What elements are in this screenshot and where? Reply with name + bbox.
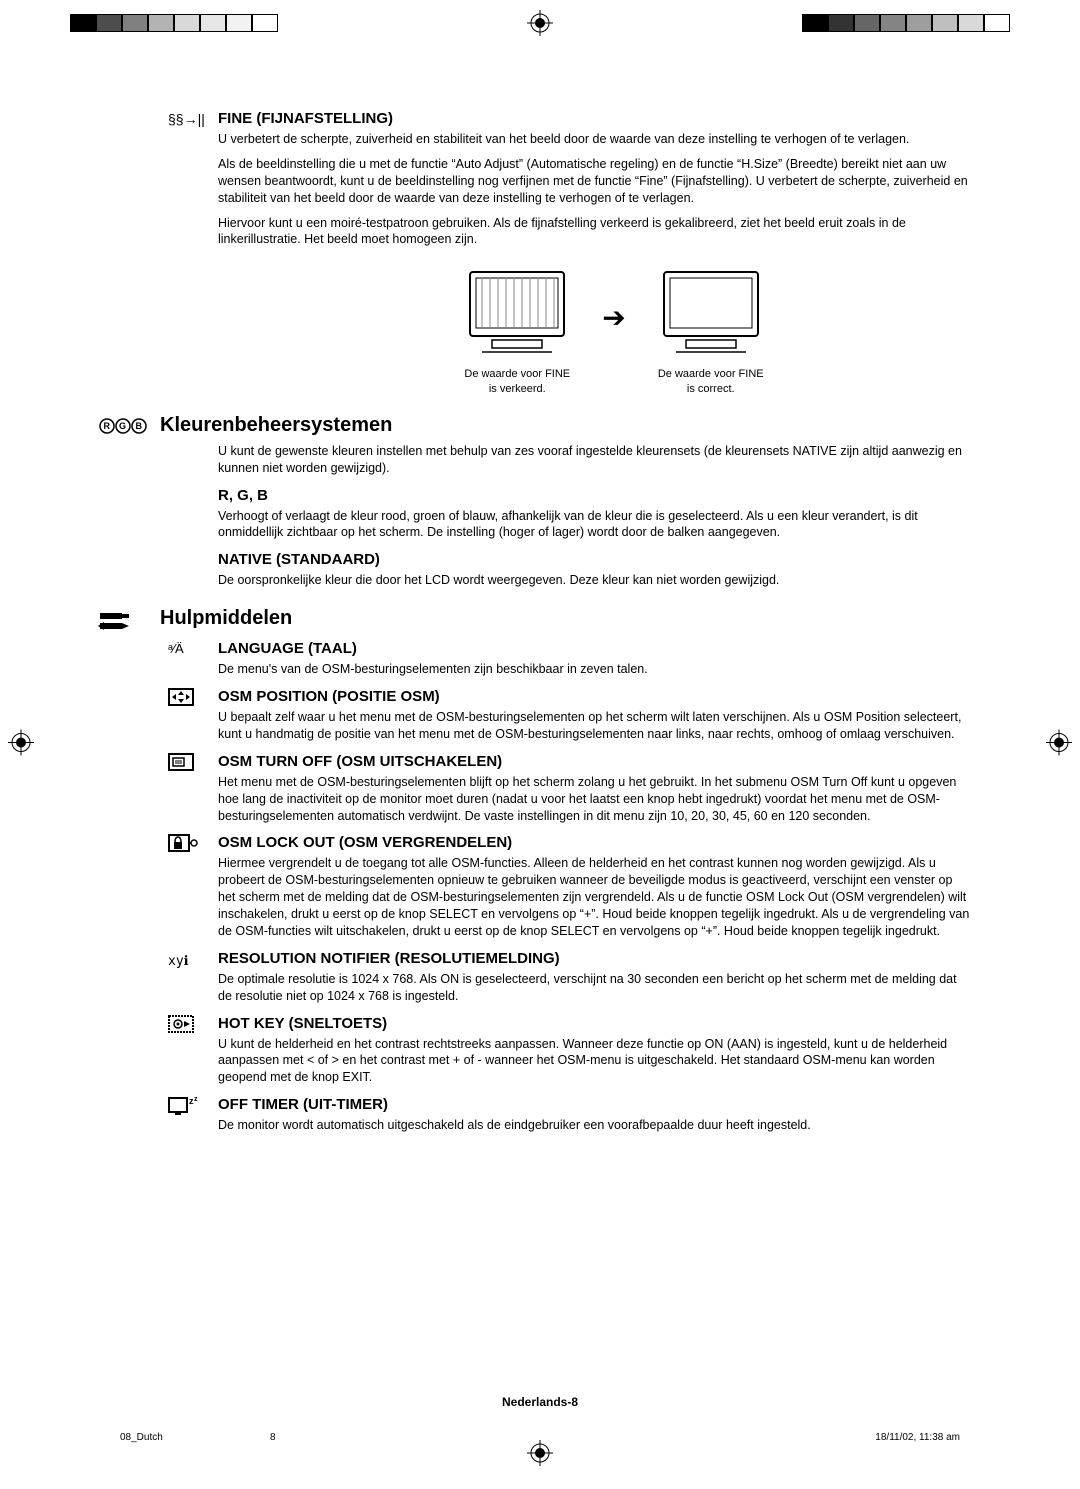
- svg-text:R: R: [104, 421, 111, 431]
- language-icon: ᵃ⁄Ä: [168, 640, 208, 663]
- osm-turnoff-icon: [168, 753, 208, 776]
- resolution-heading: RESOLUTION NOTIFIER (RESOLUTIEMELDING): [218, 950, 1010, 967]
- monitor-wrong: De waarde voor FINE is verkeerd.: [462, 268, 572, 396]
- osm-lockout-heading: OSM LOCK OUT (OSM VERGRENDELEN): [218, 834, 1010, 851]
- native-text: De oorspronkelijke kleur die door het LC…: [218, 572, 970, 589]
- osm-lockout-icon: [168, 834, 208, 857]
- rgb-heading: R, G, B: [218, 487, 1010, 504]
- footer-meta-mid: 8: [270, 1432, 276, 1443]
- footer-meta-right: 18/11/02, 11:38 am: [875, 1432, 960, 1443]
- color-swatch: [880, 14, 906, 32]
- footer-meta-left: 08_Dutch: [120, 1432, 163, 1443]
- svg-text:§§→||: §§→||: [168, 112, 205, 127]
- section-fine: §§→|| FINE (FIJNAFSTELLING) U verbetert …: [70, 110, 1010, 396]
- registration-mark-right: [1046, 729, 1072, 760]
- rgb-text: Verhoogt of verlaagt de kleur rood, groe…: [218, 508, 970, 542]
- fine-text-2: Als de beeldinstelling die u met de func…: [218, 156, 970, 207]
- osm-position-heading: OSM POSITION (POSITIE OSM): [218, 688, 1010, 705]
- osm-lockout-text: Hiermee vergrendelt u de toegang tot all…: [218, 855, 970, 939]
- native-heading: NATIVE (STANDAARD): [218, 551, 1010, 568]
- offtimer-heading: OFF TIMER (UIT-TIMER): [218, 1096, 1010, 1113]
- registration-mark-top: [527, 10, 553, 41]
- rgb-icon: R G B: [98, 416, 148, 441]
- color-swatch: [200, 14, 226, 32]
- tools-heading: Hulpmiddelen: [160, 607, 1010, 630]
- osm-turnoff-text: Het menu met de OSM-besturingselementen …: [218, 774, 970, 825]
- resolution-text: De optimale resolutie is 1024 x 768. Als…: [218, 971, 970, 1005]
- document-page: §§→|| FINE (FIJNAFSTELLING) U verbetert …: [0, 0, 1080, 1489]
- color-text: U kunt de gewenste kleuren instellen met…: [218, 443, 970, 477]
- color-swatch: [828, 14, 854, 32]
- registration-mark-left: [8, 729, 34, 760]
- section-color: R G B Kleurenbeheersystemen U kunt de ge…: [70, 414, 1010, 589]
- osm-turnoff-heading: OSM TURN OFF (OSM UITSCHAKELEN): [218, 753, 1010, 770]
- color-swatch: [252, 14, 278, 32]
- color-swatch: [984, 14, 1010, 32]
- color-swatch: [802, 14, 828, 32]
- offtimer-text: De monitor wordt automatisch uitgeschake…: [218, 1117, 970, 1134]
- color-swatch: [226, 14, 252, 32]
- page-content: §§→|| FINE (FIJNAFSTELLING) U verbetert …: [0, 50, 1080, 1172]
- color-swatch: [854, 14, 880, 32]
- fine-text-1: U verbetert de scherpte, zuiverheid en s…: [218, 131, 970, 148]
- resolution-icon: xyℹ: [168, 952, 208, 970]
- fine-heading: FINE (FIJNAFSTELLING): [218, 110, 1010, 127]
- color-swatch: [148, 14, 174, 32]
- hotkey-text: U kunt de helderheid en het contrast rec…: [218, 1036, 970, 1087]
- color-swatch: [932, 14, 958, 32]
- color-swatch: [174, 14, 200, 32]
- svg-text:ᵃ⁄Ä: ᵃ⁄Ä: [168, 641, 184, 656]
- hotkey-icon: [168, 1015, 208, 1038]
- print-marks-top: [0, 0, 1080, 50]
- monitor-correct: De waarde voor FINE is correct.: [656, 268, 766, 396]
- color-swatch: [958, 14, 984, 32]
- monitor-illustration: De waarde voor FINE is verkeerd. ➔ De wa…: [218, 268, 1010, 396]
- registration-mark-bottom: [527, 1440, 553, 1471]
- color-swatch: [122, 14, 148, 32]
- caption-wrong: De waarde voor FINE is verkeerd.: [462, 367, 572, 396]
- osm-position-icon: [168, 688, 208, 711]
- osm-position-text: U bepaalt zelf waar u het menu met de OS…: [218, 709, 970, 743]
- language-heading: LANGUAGE (TAAL): [218, 640, 1010, 657]
- color-swatch: [96, 14, 122, 32]
- color-heading: Kleurenbeheersystemen: [160, 414, 1010, 437]
- language-text: De menu's van de OSM-besturingselementen…: [218, 661, 970, 678]
- svg-text:G: G: [119, 421, 126, 431]
- arrow-icon: ➔: [602, 301, 625, 364]
- color-bar-right: [802, 14, 1010, 32]
- section-tools: Hulpmiddelen ᵃ⁄Ä LANGUAGE (TAAL) De menu…: [70, 607, 1010, 1134]
- caption-correct: De waarde voor FINE is correct.: [656, 367, 766, 396]
- fine-icon: §§→||: [168, 112, 208, 133]
- color-bar-left: [70, 14, 278, 32]
- offtimer-icon: z z: [168, 1096, 208, 1121]
- color-swatch: [906, 14, 932, 32]
- svg-text:B: B: [136, 421, 143, 431]
- fine-text-3: Hiervoor kunt u een moiré-testpatroon ge…: [218, 215, 970, 249]
- page-footer-label: Nederlands-8: [0, 1395, 1080, 1409]
- tools-icon: [98, 609, 132, 638]
- color-swatch: [70, 14, 96, 32]
- svg-text:z: z: [194, 1096, 198, 1103]
- hotkey-heading: HOT KEY (SNELTOETS): [218, 1015, 1010, 1032]
